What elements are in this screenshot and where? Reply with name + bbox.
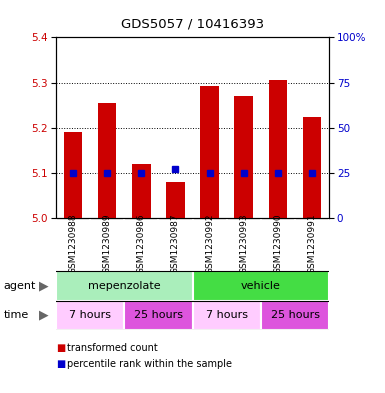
Text: GSM1230990: GSM1230990 (273, 213, 283, 274)
Bar (124, 301, 192, 330)
Bar (56, 301, 124, 330)
Bar (132, 164, 151, 218)
Bar (303, 118, 321, 218)
Text: GSM1230992: GSM1230992 (205, 213, 214, 274)
Text: percentile rank within the sample: percentile rank within the sample (67, 358, 233, 369)
Text: ■: ■ (56, 343, 65, 353)
Text: GSM1230988: GSM1230988 (69, 213, 77, 274)
Text: GSM1230987: GSM1230987 (171, 213, 180, 274)
Text: GSM1230986: GSM1230986 (137, 213, 146, 274)
Text: ▶: ▶ (39, 279, 49, 292)
Text: GSM1230989: GSM1230989 (102, 213, 112, 274)
Bar (261, 301, 329, 330)
Text: 25 hours: 25 hours (271, 310, 320, 320)
Text: GDS5057 / 10416393: GDS5057 / 10416393 (121, 18, 264, 31)
Text: GSM1230993: GSM1230993 (239, 213, 248, 274)
Text: GSM1230991: GSM1230991 (308, 213, 316, 274)
Text: 7 hours: 7 hours (206, 310, 248, 320)
Text: time: time (4, 310, 29, 320)
Text: transformed count: transformed count (67, 343, 158, 353)
Bar (234, 96, 253, 218)
Bar (192, 301, 261, 330)
Bar (98, 103, 117, 218)
Text: 7 hours: 7 hours (69, 310, 111, 320)
Bar (166, 182, 185, 218)
Bar (56, 271, 192, 301)
Text: ▶: ▶ (39, 309, 49, 322)
Text: vehicle: vehicle (241, 281, 281, 291)
Text: ■: ■ (56, 358, 65, 369)
Text: agent: agent (4, 281, 36, 291)
Bar (268, 80, 287, 218)
Bar (200, 86, 219, 218)
Text: 25 hours: 25 hours (134, 310, 183, 320)
Bar (192, 271, 329, 301)
Bar (64, 132, 82, 218)
Text: mepenzolate: mepenzolate (88, 281, 161, 291)
